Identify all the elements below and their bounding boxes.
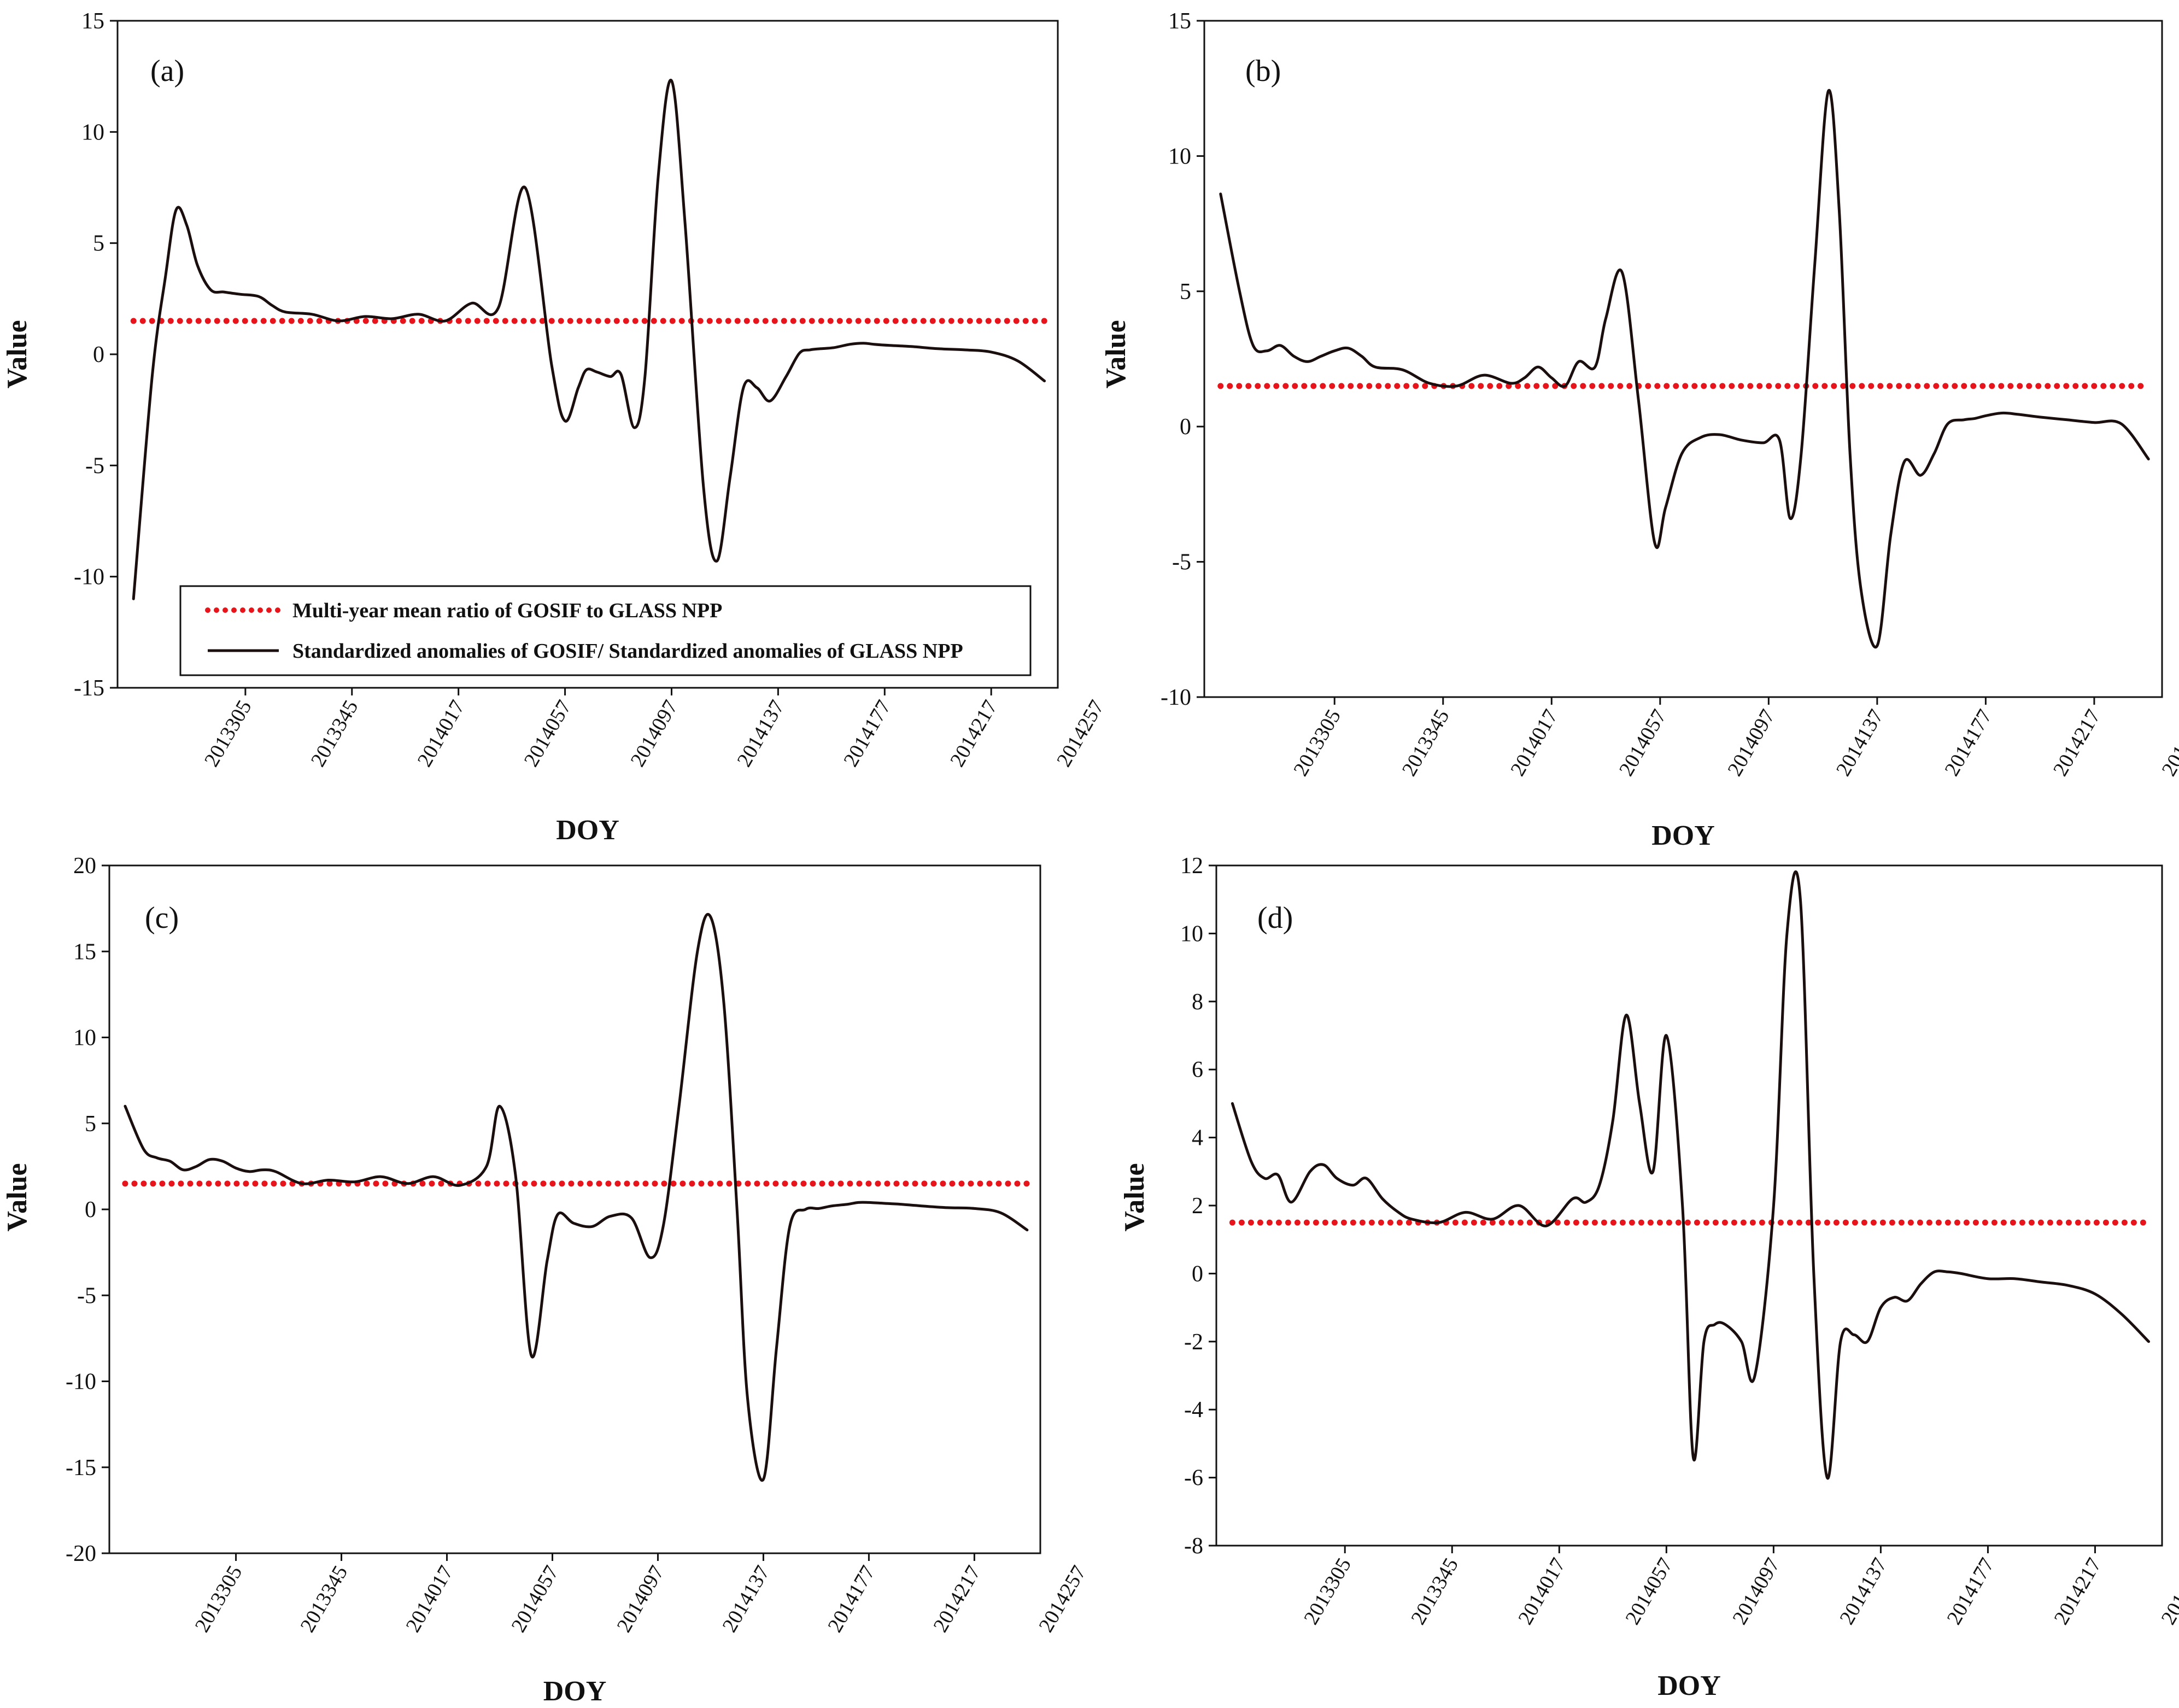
x-tick-label: 2013345 (1407, 1554, 1463, 1629)
x-tick-label: 2014097 (612, 1562, 669, 1636)
y-tick-label: 15 (81, 9, 104, 34)
chart-panel-2: -10 -5 0 5 10 15 2013305 2013345 2014017 2014057 2… (1100, 9, 2179, 851)
y-tick-label: -15 (74, 676, 104, 701)
x-axis-label: DOY (543, 1676, 607, 1707)
y-tick-label: 0 (1180, 414, 1191, 440)
x-tick-label: 2014057 (1621, 1554, 1677, 1629)
y-tick-label: -15 (66, 1455, 96, 1481)
legend-entry-mean-ratio: Multi-year mean ratio of GOSIF to GLASS … (292, 599, 722, 622)
plot-frame (1215, 864, 2163, 1547)
y-tick-label: 12 (1180, 853, 1203, 879)
anomaly-ratio-line (1231, 870, 2150, 1480)
y-tick-label: -4 (1184, 1397, 1203, 1423)
anomaly-ratio-line (1219, 89, 2150, 649)
y-tick-label: 10 (1180, 921, 1203, 946)
y-tick-label: -5 (85, 453, 104, 478)
y-tick-label: 5 (85, 1112, 96, 1137)
x-tick-label: 2014017 (413, 697, 470, 771)
x-tick-label: 2014177 (823, 1562, 880, 1636)
y-tick-label: 2 (1192, 1194, 1203, 1219)
anomaly-ratio-line (132, 79, 1046, 600)
chart-panel-1: -15 -10 -5 0 5 10 15 2013305 2013345 2014017 20140… (2, 9, 1109, 846)
y-tick-label: 15 (1168, 9, 1191, 34)
x-tick-label: 2014257 (2157, 705, 2179, 780)
y-tick-label: 0 (93, 342, 104, 367)
x-tick-label: 2013305 (1289, 706, 1345, 780)
panel-label: (d) (1257, 901, 1293, 935)
y-tick-label: -2 (1184, 1330, 1203, 1355)
x-tick-label: 2013345 (296, 1562, 352, 1636)
x-tick-label: 2013345 (307, 697, 363, 771)
x-axis-label: DOY (1651, 820, 1715, 851)
plot-frame (1203, 20, 2163, 698)
panel-label: (c) (145, 901, 179, 935)
y-tick-label: -10 (1161, 685, 1191, 710)
x-tick-label: 2014097 (1728, 1554, 1784, 1629)
y-tick-label: 5 (93, 231, 104, 256)
x-tick-label: 2013305 (1299, 1554, 1356, 1629)
y-axis-label: Value (2, 1163, 33, 1231)
y-tick-label: 4 (1192, 1126, 1203, 1151)
x-tick-label: 2014097 (626, 697, 682, 771)
x-tick-label: 2014137 (718, 1562, 774, 1636)
y-tick-label: 15 (73, 939, 96, 964)
chart-panel-4: -8 -6 -4 -2 0 2 4 6 8 10 12 2013305 2013345 2014017 20… (1119, 853, 2179, 1701)
y-axis-label: Value (2, 320, 33, 388)
legend-box (179, 585, 1032, 676)
y-axis-label: Value (1119, 1163, 1150, 1231)
y-tick-label: 20 (73, 853, 96, 879)
y-tick-label: -10 (66, 1370, 96, 1395)
y-tick-label: 10 (73, 1026, 96, 1051)
x-tick-label: 2014177 (1940, 706, 1996, 780)
anomaly-ratio-line (124, 913, 1029, 1482)
x-tick-label: 2014217 (946, 697, 1002, 771)
chart-panel-3: -20 -15 -10 -5 0 5 10 15 20 2013305 2013345 2014017… (2, 853, 1091, 1707)
y-tick-label: -5 (1172, 550, 1191, 575)
y-axis-label: Value (1100, 320, 1132, 388)
y-tick-label: -20 (66, 1541, 96, 1566)
y-tick-label: 10 (1168, 144, 1191, 169)
y-tick-label: -6 (1184, 1466, 1203, 1491)
y-tick-label: 10 (81, 120, 104, 145)
x-tick-label: 2013305 (200, 697, 256, 771)
y-tick-label: -10 (74, 565, 104, 590)
y-tick-label: 5 (1180, 279, 1191, 305)
plot-frame (108, 864, 1041, 1554)
y-tick-label: 6 (1192, 1057, 1203, 1083)
x-axis-label: DOY (556, 815, 619, 846)
panel-label: (a) (150, 54, 184, 88)
x-tick-label: 2014017 (401, 1562, 458, 1636)
x-tick-label: 2014257 (1052, 697, 1109, 771)
x-tick-label: 2014097 (1723, 706, 1779, 780)
x-tick-label: 2014177 (839, 697, 895, 771)
x-tick-label: 2014257 (2157, 1554, 2179, 1629)
x-tick-label: 2013345 (1398, 706, 1454, 780)
x-tick-label: 2014137 (733, 697, 789, 771)
x-tick-label: 2014217 (2049, 1554, 2106, 1629)
y-tick-label: -5 (77, 1283, 96, 1308)
x-tick-label: 2013305 (190, 1562, 247, 1636)
y-tick-label: 0 (85, 1197, 96, 1222)
x-tick-label: 2014057 (507, 1562, 563, 1636)
x-tick-label: 2014217 (929, 1562, 985, 1636)
x-tick-label: 2014137 (1835, 1554, 1891, 1629)
x-tick-label: 2014017 (1506, 706, 1562, 780)
y-tick-label: -8 (1184, 1534, 1203, 1559)
x-tick-label: 2014137 (1832, 706, 1888, 780)
x-tick-label: 2014057 (520, 697, 576, 771)
x-tick-label: 2014177 (1942, 1554, 1999, 1629)
x-tick-label: 2014017 (1514, 1554, 1570, 1629)
legend-entry-anomaly-ratio: Standardized anomalies of GOSIF/ Standar… (292, 640, 963, 663)
y-tick-label: 0 (1192, 1261, 1203, 1286)
y-tick-label: 8 (1192, 990, 1203, 1015)
x-tick-label: 2014217 (2049, 706, 2105, 780)
x-axis-label: DOY (1657, 1670, 1721, 1701)
x-tick-label: 2014057 (1615, 706, 1671, 780)
x-tick-label: 2014257 (1034, 1562, 1091, 1636)
panel-label: (b) (1245, 54, 1281, 88)
legend: Multi-year mean ratio of GOSIF to GLASS … (179, 585, 1032, 676)
